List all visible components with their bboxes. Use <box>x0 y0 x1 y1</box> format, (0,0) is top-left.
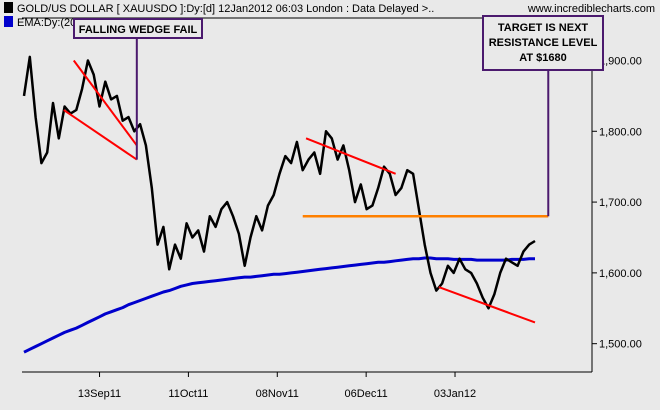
wedge-trendline <box>72 59 138 147</box>
trendline-layer <box>63 59 549 324</box>
wedge-trendline <box>305 137 397 175</box>
x-axis: 13Sep11 11Oct11 08Nov11 06Dec11 03Jan12 <box>78 372 476 400</box>
price-legend-box <box>4 2 13 13</box>
website-label[interactable]: www.incrediblecharts.com <box>527 3 655 15</box>
ema-legend-box <box>4 16 13 27</box>
wedge-trendline <box>63 109 138 161</box>
header-symbol-line: GOLD/US DOLLAR [ XAUUSDO ]:Dy:[d] 12Jan2… <box>17 3 434 15</box>
y-tick-label: 1,700.00 <box>599 197 642 209</box>
annotation-pointer-layer <box>135 38 550 217</box>
y-tick-label: 1,800.00 <box>599 126 642 138</box>
x-tick-label: 13Sep11 <box>78 388 121 400</box>
target-label-line-1: TARGET IS NEXT <box>498 22 589 34</box>
target-box <box>482 15 604 71</box>
price-series-line <box>22 55 536 310</box>
x-tick-label: 03Jan12 <box>434 388 476 400</box>
y-axis: 1,500.00 1,600.00 1,700.00 1,800.00 1,900.00 <box>592 55 642 351</box>
y-tick-label: 1,900.00 <box>599 55 642 67</box>
series-layer <box>22 55 536 354</box>
falling-wedge-box <box>73 18 203 39</box>
target-label-line-3: AT $1680 <box>519 52 567 64</box>
x-tick-label: 06Dec11 <box>345 388 388 400</box>
target-label-line-2: RESISTANCE LEVEL <box>489 37 598 49</box>
wedge-trendline <box>438 286 536 324</box>
falling-wedge-label: FALLING WEDGE FAIL <box>79 24 198 36</box>
x-tick-label: 11Oct11 <box>168 388 208 400</box>
ema-series-line <box>23 256 535 354</box>
x-tick-label: 08Nov11 <box>256 388 299 400</box>
y-tick-label: 1,600.00 <box>599 268 642 280</box>
y-tick-label: 1,500.00 <box>599 339 642 351</box>
